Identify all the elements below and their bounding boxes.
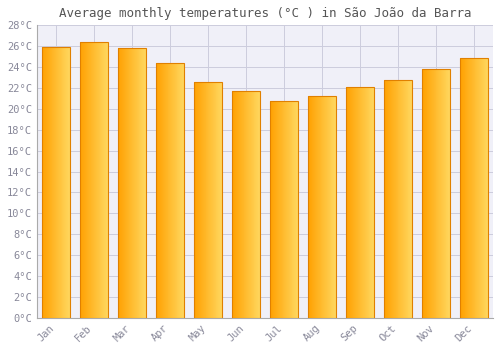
- Bar: [270, 100, 298, 318]
- Bar: [194, 82, 222, 318]
- Bar: [308, 96, 336, 318]
- Bar: [232, 91, 260, 318]
- Bar: [80, 42, 108, 318]
- Bar: [346, 87, 374, 318]
- Title: Average monthly temperatures (°C ) in São João da Barra: Average monthly temperatures (°C ) in Sã…: [58, 7, 471, 20]
- Bar: [460, 58, 488, 318]
- Bar: [384, 79, 412, 318]
- Bar: [156, 63, 184, 318]
- Bar: [118, 48, 146, 318]
- Bar: [42, 47, 70, 318]
- Bar: [422, 69, 450, 318]
